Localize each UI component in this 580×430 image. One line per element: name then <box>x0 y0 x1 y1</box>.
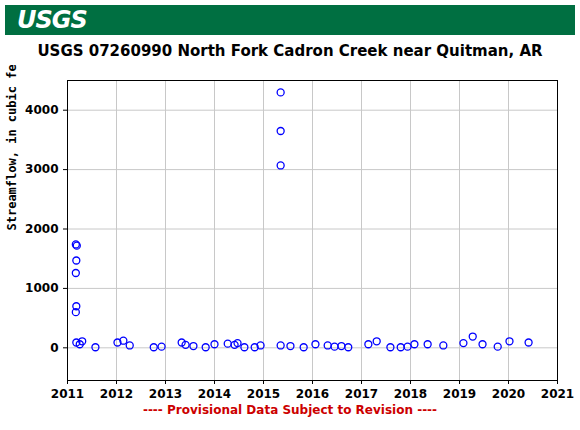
svg-text:2017: 2017 <box>345 387 378 401</box>
svg-text:2019: 2019 <box>443 387 476 401</box>
svg-text:2014: 2014 <box>198 387 231 401</box>
html-text:---- Provisional Data Subject: ---- Provisional Data Subject to Revisio… <box>142 403 438 417</box>
svg-text:2020: 2020 <box>492 387 525 401</box>
svg-text:2000: 2000 <box>25 222 58 236</box>
svg-text:2011: 2011 <box>51 387 84 401</box>
html-text:USGS: USGS <box>17 6 87 34</box>
svg-text:3000: 3000 <box>25 162 58 176</box>
svg-text:2015: 2015 <box>247 387 280 401</box>
svg-text:1000: 1000 <box>25 281 58 295</box>
svg-text:Streamflow, in cubic feet per: Streamflow, in cubic feet per second <box>5 65 19 231</box>
svg-text:4000: 4000 <box>25 103 58 117</box>
svg-text:2021: 2021 <box>541 387 574 401</box>
svg-text:2018: 2018 <box>394 387 427 401</box>
svg-text:2013: 2013 <box>149 387 182 401</box>
svg-text:2012: 2012 <box>100 387 133 401</box>
html-text:USGS 07260990 North Fork Cadro: USGS 07260990 North Fork Cadron Creek ne… <box>37 42 543 60</box>
svg-text:0: 0 <box>50 341 58 355</box>
svg-text:2016: 2016 <box>296 387 329 401</box>
